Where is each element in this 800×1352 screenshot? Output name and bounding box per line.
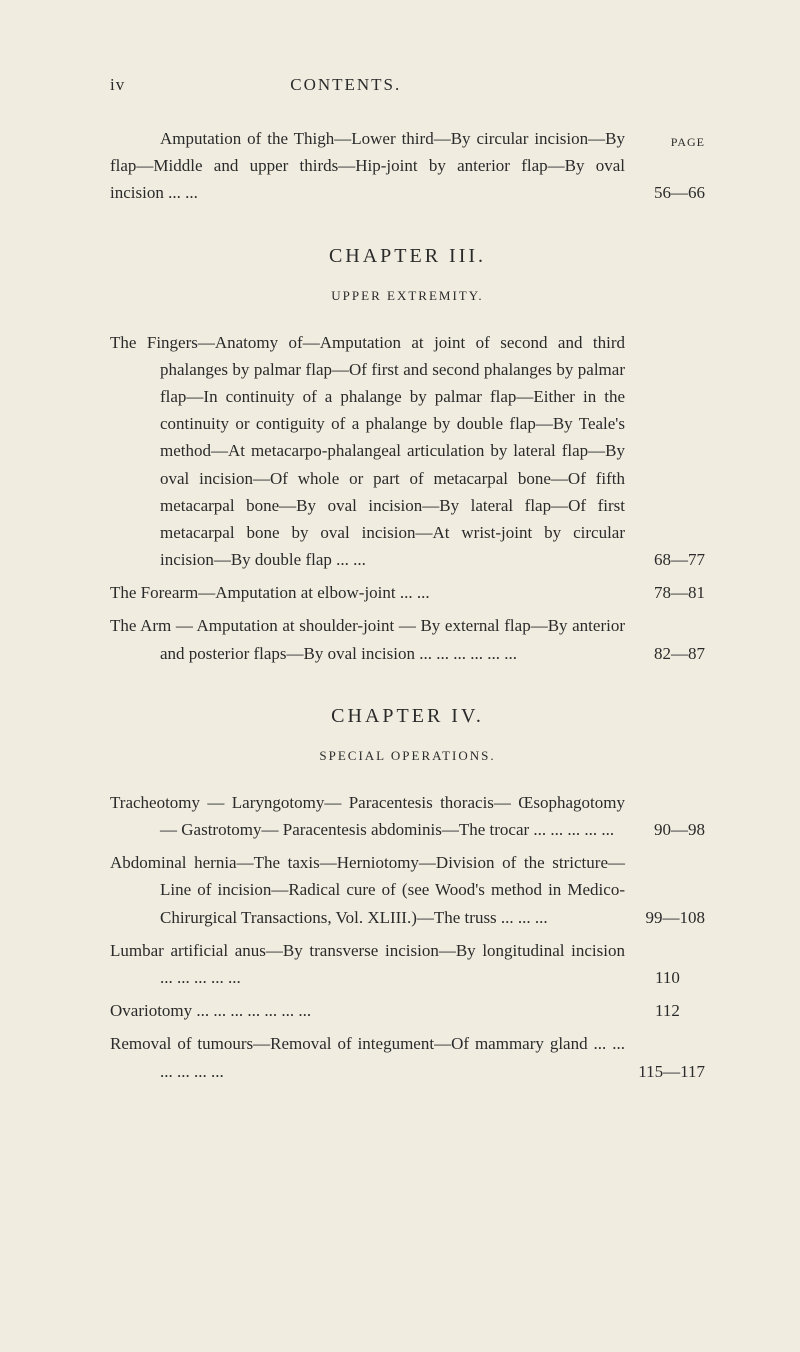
page-range: 99—108 [696, 904, 706, 931]
toc-entry: Abdominal hernia—The taxis—Herniotomy—Di… [110, 849, 705, 931]
header-title: CONTENTS. [290, 75, 401, 95]
entry-text: Tracheotomy — Laryngotomy— Paracentesis … [110, 793, 625, 839]
page-range: 82—87 [704, 640, 705, 667]
page-header: iv CONTENTS. [110, 75, 705, 95]
chapter-subtitle: UPPER EXTREMITY. [110, 288, 705, 304]
entry-text: The Fingers—Anatomy of—Amputation at joi… [110, 333, 625, 570]
entry-text: Abdominal hernia—The taxis—Herniotomy—Di… [110, 853, 625, 926]
page-range: 68—77 [704, 546, 705, 573]
entry-text: Lumbar artificial anus—By transverse inc… [110, 941, 625, 987]
entry-text: Amputation of the Thigh—Lower third—By c… [110, 129, 625, 202]
toc-entry: The Fingers—Anatomy of—Amputation at joi… [110, 329, 705, 574]
page-range: 90—98 [704, 816, 705, 843]
toc-entry: Lumbar artificial anus—By transverse inc… [110, 937, 705, 991]
page-range: 78—81 [704, 579, 705, 606]
chapter-title: CHAPTER III. [110, 245, 705, 268]
chapter-subtitle: SPECIAL OPERATIONS. [110, 748, 705, 764]
chapter-title: CHAPTER IV. [110, 705, 705, 728]
toc-entry: Removal of tumours—Removal of integument… [110, 1030, 705, 1084]
toc-entry: Ovariotomy ... ... ... ... ... ... ... 1… [110, 997, 705, 1024]
toc-entry: Tracheotomy — Laryngotomy— Paracentesis … [110, 789, 705, 843]
entry-text: Ovariotomy ... ... ... ... ... ... ... [110, 1001, 311, 1020]
toc-entry: Amputation of the Thigh—Lower third—By c… [110, 125, 705, 207]
entry-text: Removal of tumours—Removal of integument… [110, 1034, 625, 1080]
page-range: 115—117 [688, 1058, 705, 1085]
entry-text: The Forearm—Amputation at elbow-joint ..… [110, 583, 430, 602]
page-number: iv [110, 75, 125, 95]
entry-text: The Arm — Amputation at shoulder-joint —… [110, 616, 625, 662]
toc-entry: The Forearm—Amputation at elbow-joint ..… [110, 579, 705, 606]
toc-entry: The Arm — Amputation at shoulder-joint —… [110, 612, 705, 666]
page-range: 56—66 [604, 179, 705, 206]
